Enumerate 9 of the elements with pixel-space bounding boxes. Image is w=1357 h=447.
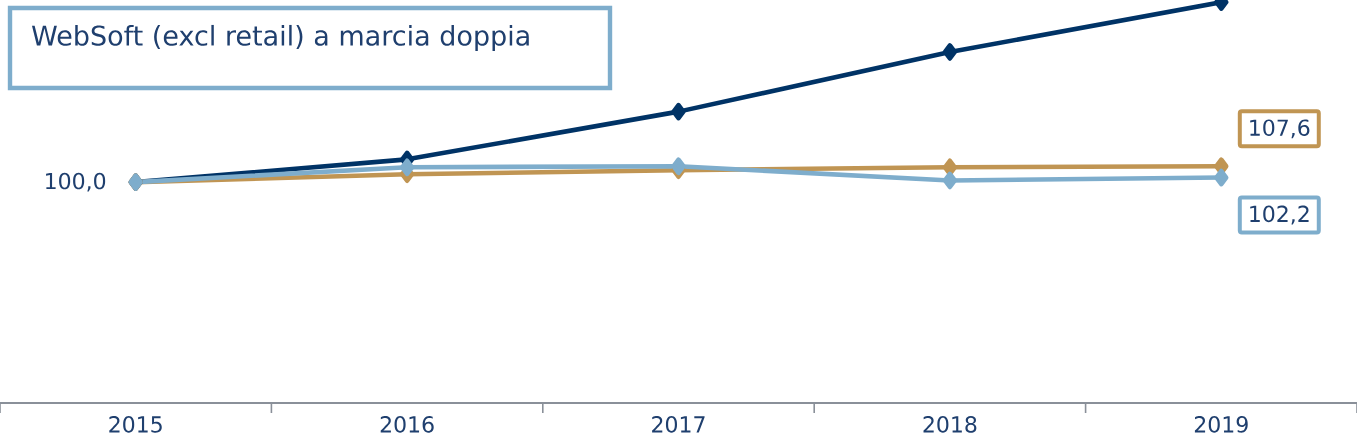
x-tick-label: 2019: [1194, 416, 1248, 433]
x-tick-label: 2016: [380, 416, 434, 433]
data-label: 100,0: [46, 172, 106, 192]
data-label: 107,6: [1250, 119, 1310, 139]
x-tick-label: 2017: [652, 416, 705, 433]
x-tick-label: 2018: [923, 416, 977, 433]
data-label: 102,2: [1250, 205, 1309, 225]
text: WebSoft (excl retail) a marcia doppia: [31, 24, 529, 52]
x-tick-label: 2015: [109, 416, 162, 433]
